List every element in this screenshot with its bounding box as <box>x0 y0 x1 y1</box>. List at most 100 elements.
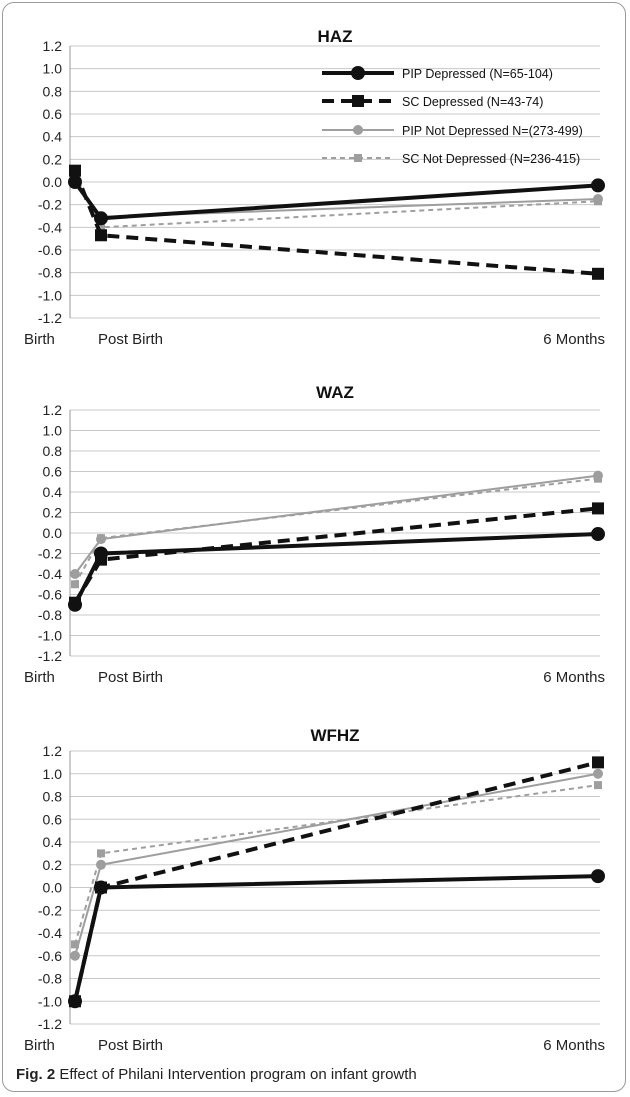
x-tick-label: 6 Months <box>543 331 605 348</box>
y-tick-label: -0.8 <box>38 265 62 281</box>
data-point <box>95 229 107 242</box>
y-tick-label: 1.0 <box>43 423 63 439</box>
y-tick-label: -0.4 <box>38 925 62 941</box>
data-point <box>96 859 106 870</box>
data-point <box>591 527 605 542</box>
y-tick-label: 0.0 <box>43 880 63 896</box>
y-tick-label: -0.4 <box>38 219 62 235</box>
y-tick-label: 1.2 <box>43 743 63 759</box>
x-tick-label: Birth <box>24 669 55 686</box>
data-point <box>593 768 603 779</box>
chart-title: HAZ <box>318 27 353 46</box>
y-tick-label: 0.4 <box>43 129 63 145</box>
y-tick-label: 0.0 <box>43 525 63 541</box>
y-tick-label: -0.2 <box>38 197 62 213</box>
legend-label: PIP Not Depressed N=(273-499) <box>402 124 583 138</box>
y-tick-label: 1.0 <box>43 61 63 77</box>
data-point <box>592 756 604 769</box>
series-line <box>74 182 599 219</box>
y-tick-label: -0.2 <box>38 546 62 562</box>
data-point <box>594 781 602 790</box>
x-tick-label: Birth <box>24 331 55 348</box>
y-tick-label: 0.4 <box>43 834 63 850</box>
data-point <box>68 994 82 1009</box>
y-tick-label: 0.8 <box>43 83 63 99</box>
data-point <box>593 470 603 481</box>
legend: PIP Depressed (N=65-104) SC Depressed (N=… <box>322 66 583 166</box>
y-tick-label: -0.6 <box>38 242 62 258</box>
legend-marker <box>353 125 363 135</box>
y-tick-label: -1.2 <box>38 648 62 664</box>
data-point <box>94 880 108 895</box>
chart-panel-waz: WAZ 1.2 1.0 0.8 0.6 0.4 0.2 0.0 -0.2 -0.4 -0.6 -0.8… <box>24 383 605 686</box>
x-tick-label: Birth <box>24 1037 55 1054</box>
chart-title: WFHZ <box>310 726 359 745</box>
data-point <box>70 950 80 961</box>
y-tick-label: -1.2 <box>38 1016 62 1032</box>
y-tick-label: 0.0 <box>43 174 63 190</box>
legend-marker <box>352 95 364 107</box>
x-tick-label: Post Birth <box>98 331 163 348</box>
figure-caption: Fig. 2 Effect of Philani Intervention pr… <box>16 1066 417 1083</box>
legend-label: SC Depressed (N=43-74) <box>402 95 543 109</box>
data-point <box>69 164 81 177</box>
data-point <box>68 597 82 612</box>
y-tick-label: -1.0 <box>38 993 62 1009</box>
y-tick-label: 1.2 <box>43 38 63 54</box>
data-point <box>71 940 79 949</box>
data-point <box>70 569 80 579</box>
y-tick-label: -1.2 <box>38 310 62 326</box>
y-tick-label: 0.2 <box>43 151 63 167</box>
legend-label: SC Not Depressed (N=236-415) <box>402 152 580 166</box>
data-point <box>94 546 108 561</box>
data-point <box>591 178 605 193</box>
y-tick-label: 1.2 <box>43 402 63 418</box>
x-tick-label: Post Birth <box>98 669 163 686</box>
y-tick-label: 0.2 <box>43 857 63 873</box>
y-tick-label: 0.2 <box>43 505 63 521</box>
x-tick-label: 6 Months <box>543 1037 605 1054</box>
growth-charts: HAZ 1.2 1.0 0.8 0.6 0.4 0.2 0.0 -0.2 -0.4 -0.6 -0.8… <box>24 27 605 1054</box>
series-line <box>73 506 599 604</box>
y-tick-label: -0.2 <box>38 902 62 918</box>
chart-title: WAZ <box>316 383 354 402</box>
y-tick-label: 0.8 <box>43 789 63 805</box>
y-tick-label: 0.4 <box>43 484 63 500</box>
series-line <box>74 474 599 575</box>
y-tick-label: 0.6 <box>43 811 63 827</box>
y-tick-label: 0.6 <box>43 106 63 122</box>
series-line <box>73 169 599 276</box>
caption-text: Effect of Philani Intervention program o… <box>59 1066 417 1083</box>
data-point <box>97 849 105 858</box>
chart-panel-wfhz: WFHZ 1.2 1.0 0.8 0.6 0.4 0.2 0.0 -0.2 -0.4 -0.6 -0.… <box>24 726 605 1054</box>
data-point <box>97 223 105 232</box>
data-point <box>592 267 604 280</box>
series-line <box>73 180 599 221</box>
x-tick-label: 6 Months <box>543 669 605 686</box>
y-tick-label: 0.6 <box>43 464 63 480</box>
x-tick-label: Post Birth <box>98 1037 163 1054</box>
y-tick-label: -1.0 <box>38 287 62 303</box>
y-tick-label: 1.0 <box>43 766 63 782</box>
legend-marker <box>351 66 365 80</box>
data-point <box>94 211 108 226</box>
y-tick-label: -0.6 <box>38 948 62 964</box>
y-tick-label: -1.0 <box>38 628 62 644</box>
series-line <box>73 874 599 1002</box>
legend-marker <box>354 154 362 162</box>
data-point <box>96 534 106 545</box>
data-point <box>591 869 605 884</box>
legend-label: PIP Depressed (N=65-104) <box>402 67 553 81</box>
data-point <box>71 580 79 589</box>
y-tick-label: -0.6 <box>38 587 62 603</box>
data-point <box>592 502 604 515</box>
y-tick-label: -0.4 <box>38 566 62 582</box>
data-point <box>68 175 82 189</box>
data-point <box>593 194 603 204</box>
caption-label: Fig. 2 <box>16 1066 56 1083</box>
y-tick-label: -0.8 <box>38 971 62 987</box>
y-tick-label: 0.8 <box>43 443 63 459</box>
chart-panel-haz: HAZ 1.2 1.0 0.8 0.6 0.4 0.2 0.0 -0.2 -0.4 -0.6 -0.8… <box>24 27 605 348</box>
y-tick-label: -0.8 <box>38 607 62 623</box>
